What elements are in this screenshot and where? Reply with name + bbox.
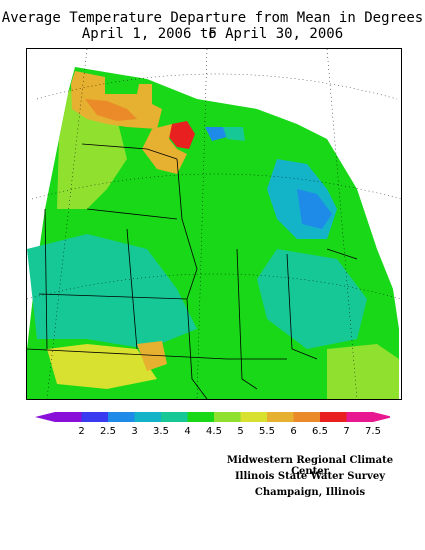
data-field-teal-east: [257, 249, 367, 349]
legend-label: 5.5: [259, 426, 275, 437]
legend-label: 3: [131, 426, 138, 437]
legend-swatch: [267, 412, 294, 422]
legend-label: 4.5: [206, 426, 222, 437]
legend-label: 2.5: [100, 426, 116, 437]
data-field-teal-up: [223, 127, 245, 141]
legend-arrow-left: [35, 412, 55, 422]
legend-label: 2: [78, 426, 85, 437]
map-date-range: April 1, 2006 to April 30, 2006: [81, 26, 344, 42]
legend-label: 7.5: [365, 426, 381, 437]
legend-arrow-right: [373, 412, 390, 422]
data-field-darkorange-northwest: [85, 99, 137, 121]
no-data-area: [227, 49, 401, 309]
legend-swatch: [81, 412, 109, 422]
legend-swatch: [55, 412, 82, 422]
legend-swatch: [134, 412, 162, 422]
data-field-lime-southeast: [327, 344, 399, 399]
credit-location: Champaign, Illinois: [254, 487, 366, 498]
data-field-orange-upper-michigan: [142, 124, 187, 174]
graticule: [27, 49, 401, 399]
legend-swatch: [240, 412, 268, 422]
map-canvas: [27, 49, 401, 399]
data-field-teal-central: [27, 234, 197, 349]
no-data-area-top: [117, 49, 267, 79]
data-field-orange-northwest: [71, 71, 162, 129]
data-field-red-upper-michigan: [169, 121, 195, 149]
legend-label: 3.5: [153, 426, 169, 437]
legend-label: 5: [237, 426, 244, 437]
legend-label: 7: [343, 426, 350, 437]
credit-center: Midwestern Regional Climate Center: [226, 455, 394, 477]
data-field-blue-michigan: [297, 189, 332, 229]
legend-swatch: [214, 412, 241, 422]
legend-label: 6.5: [312, 426, 328, 437]
legend-label: 4: [184, 426, 191, 437]
color-legend: [35, 412, 390, 422]
data-field-blue-up: [205, 127, 227, 141]
legend-swatch: [161, 412, 188, 422]
credit-survey: Illinois State Water Survey: [234, 471, 386, 482]
legend-swatch: [320, 412, 347, 422]
legend-swatch: [187, 412, 215, 422]
legend-swatch: [346, 412, 374, 422]
temperature-map: [26, 48, 402, 400]
data-field-yellow-south: [47, 344, 157, 389]
legend-swatch: [293, 412, 321, 422]
map-title: Average Temperature Departure from Mean …: [1, 10, 424, 42]
legend-label: 6: [290, 426, 297, 437]
data-field-orange-south: [137, 341, 167, 371]
state-boundaries: [27, 143, 358, 399]
legend-swatch: [108, 412, 135, 422]
